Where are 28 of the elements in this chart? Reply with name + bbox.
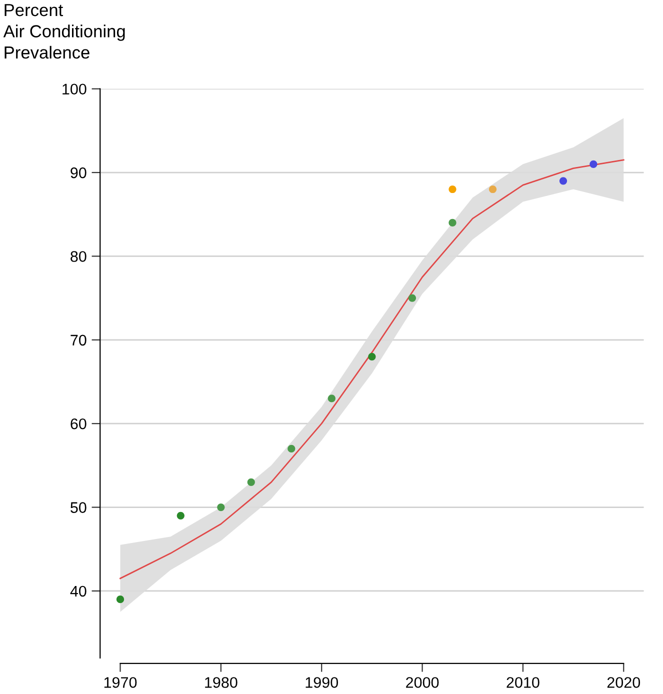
y-tick-label: 60 <box>70 418 86 430</box>
y-tick-label: 50 <box>70 502 86 513</box>
point <box>448 185 456 194</box>
y-axis-title: Percent Air Conditioning Prevalence <box>3 4 125 59</box>
y-tick-label: 70 <box>70 334 86 346</box>
point <box>559 177 568 185</box>
point <box>408 294 416 302</box>
point <box>217 503 225 512</box>
y-tick-label: 100 <box>62 84 86 95</box>
y-tick-label: 80 <box>70 251 86 262</box>
point <box>116 596 124 604</box>
x-tick-label: 2010 <box>506 677 540 688</box>
point <box>176 512 184 520</box>
point <box>247 478 255 486</box>
point <box>488 185 497 194</box>
point <box>288 444 296 452</box>
x-tick-label: 1990 <box>306 677 338 688</box>
point <box>590 160 598 168</box>
line-series <box>120 159 624 580</box>
x-tick-label: 1980 <box>205 677 238 688</box>
point <box>328 394 336 402</box>
x-tick-label: 2000 <box>406 677 439 688</box>
point <box>448 218 456 227</box>
y-tick-label: 90 <box>70 167 86 178</box>
y-tick-label: 40 <box>70 586 86 597</box>
x-tick-label: 2020 <box>607 677 640 688</box>
point <box>368 352 376 360</box>
x-tick-label: 1970 <box>104 677 137 688</box>
